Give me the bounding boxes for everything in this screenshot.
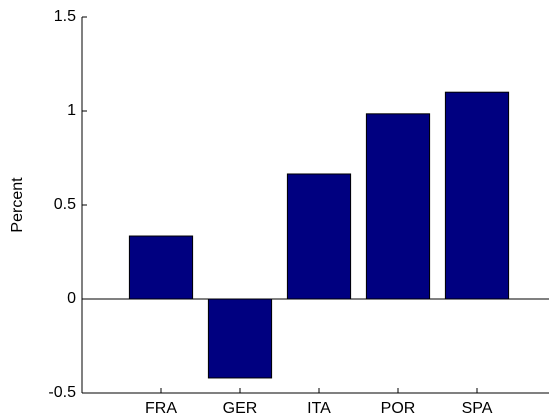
x-tick-label: SPA [462, 400, 493, 417]
y-tick-label: 1 [67, 102, 76, 119]
y-tick-label: 0 [67, 290, 76, 307]
bar [207, 298, 273, 379]
y-tick-label: 1.5 [54, 8, 76, 25]
bar [365, 113, 431, 300]
x-tick-label: GER [223, 400, 258, 417]
y-tick-label: 0.5 [54, 196, 76, 213]
x-tick-label: ITA [307, 400, 331, 417]
bar [444, 91, 510, 300]
y-axis-label: Percent [9, 177, 26, 233]
x-tick-label: FRA [145, 400, 177, 417]
x-tick-label: POR [381, 400, 416, 417]
bar [128, 235, 194, 300]
bar [286, 173, 352, 300]
y-tick-label: -0.5 [48, 384, 76, 401]
